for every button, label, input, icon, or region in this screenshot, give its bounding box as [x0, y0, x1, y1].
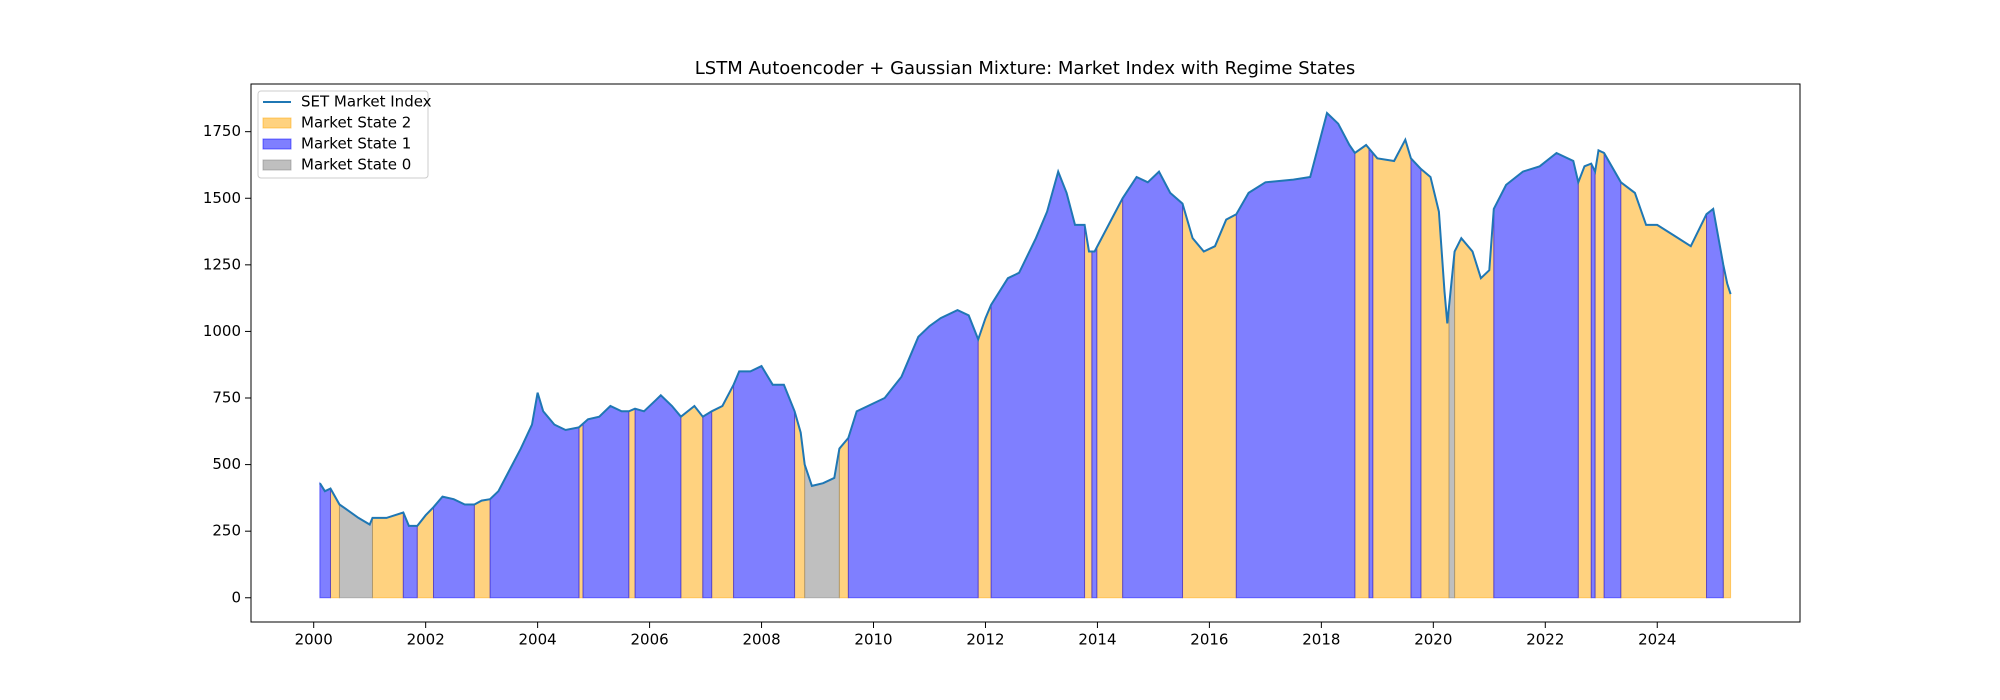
regime-area: [1354, 144, 1370, 599]
regime-area: [628, 407, 636, 599]
regime-area: [1182, 203, 1237, 599]
x-tick-label: 2014: [1078, 631, 1116, 649]
x-tick-label: 2022: [1526, 631, 1564, 649]
y-tick-label: 250: [212, 522, 241, 540]
regime-area: [371, 511, 404, 599]
legend-box: [257, 90, 429, 179]
regime-area: [634, 394, 682, 599]
x-tick-label: 2020: [1414, 631, 1452, 649]
x-tick-label: 2012: [966, 631, 1004, 649]
legend-label: SET Market Index: [301, 93, 432, 111]
legend-patch: [262, 117, 292, 129]
regime-area: [1091, 247, 1098, 599]
x-tick-label: 2002: [407, 631, 445, 649]
regime-area: [1368, 146, 1374, 599]
legend-label: Market State 0: [301, 156, 411, 174]
x-tick-label: 2016: [1190, 631, 1228, 649]
regime-area: [733, 365, 796, 599]
y-tick-label: 1500: [203, 189, 241, 207]
legend-patch: [262, 159, 292, 171]
regime-area: [319, 481, 331, 599]
regime-area: [1410, 157, 1422, 599]
regime-area: [1594, 149, 1605, 599]
x-tick-label: 2018: [1302, 631, 1340, 649]
y-tick-label: 1000: [203, 322, 241, 340]
regime-area: [838, 436, 849, 599]
regime-area: [432, 495, 475, 599]
y-tick-label: 1250: [203, 255, 241, 273]
x-tick-label: 2024: [1638, 631, 1676, 649]
regime-area: [578, 422, 584, 599]
regime-area: [1122, 170, 1184, 599]
legend-label: Market State 2: [301, 114, 411, 132]
regime-area: [1493, 152, 1579, 599]
regime-area: [1620, 181, 1708, 599]
regime-area: [1084, 224, 1093, 599]
y-tick-label: 1750: [203, 122, 241, 140]
regime-area: [702, 410, 713, 599]
y-tick-label: 0: [231, 588, 241, 606]
plot-frame: [250, 83, 1801, 623]
legend: SET Market Index Market State 2 Market Sta…: [257, 90, 432, 179]
y-tick-label: 750: [212, 389, 241, 407]
regime-area: [1372, 138, 1412, 599]
regime-area: [711, 384, 735, 599]
regime-area: [1706, 208, 1724, 599]
legend-label: Market State 1: [301, 135, 411, 153]
regime-area: [1722, 264, 1732, 599]
index-line: [319, 111, 1732, 527]
regime-area: [1603, 151, 1622, 599]
regime-area: [329, 486, 340, 599]
x-tick-label: 2000: [295, 631, 333, 649]
regime-area: [680, 405, 704, 599]
x-tick-label: 2006: [630, 631, 668, 649]
x-tick-label: 2008: [742, 631, 780, 649]
y-tick-label: 500: [212, 455, 241, 473]
x-tick-label: 2010: [854, 631, 892, 649]
regime-area: [1590, 163, 1596, 599]
regime-area: [977, 304, 992, 599]
regime-area: [1577, 162, 1592, 599]
legend-patch: [262, 138, 292, 150]
regime-area: [1096, 198, 1124, 599]
chart-title: LSTM Autoencoder + Gaussian Mixture: Mar…: [695, 58, 1355, 79]
x-tick-label: 2004: [519, 631, 557, 649]
regime-area: [473, 498, 491, 599]
regime-area: [582, 405, 630, 599]
